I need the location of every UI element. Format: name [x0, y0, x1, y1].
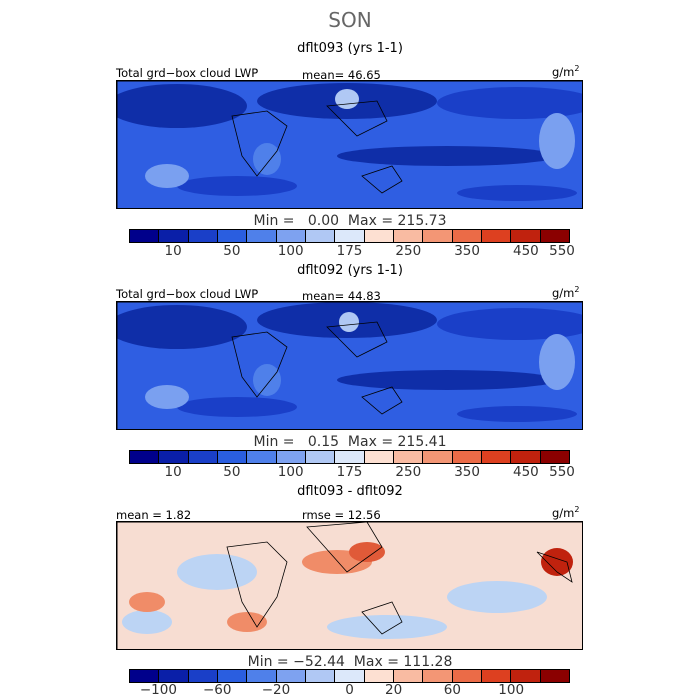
colorbar-segment: [130, 451, 160, 463]
colorbar-segment: [452, 230, 482, 242]
colorbar-segment: [130, 670, 160, 682]
panel3-min-max: Min = −52.44 Max = 111.28: [247, 654, 453, 670]
colorbar-segment: [305, 230, 336, 242]
colorbar-segment: [276, 451, 306, 463]
panel3-mean-label: mean = 1.82: [116, 508, 192, 522]
panel2-colorbar: [129, 450, 570, 464]
colorbar-tick-label: 10: [164, 464, 182, 480]
panel3-map: [116, 521, 583, 650]
colorbar-tick-label: 20: [385, 682, 403, 698]
panel2-title: dflt092 (yrs 1-1): [297, 263, 403, 278]
panel3-rmse-label: rmse = 12.56: [302, 508, 381, 522]
colorbar-tick-label: 0: [345, 682, 354, 698]
colorbar-tick-label: −100: [139, 682, 177, 698]
colorbar-segment: [540, 670, 569, 682]
panel3-colorbar-ticks: −100 −60 −20 0 20 60 100: [129, 682, 570, 698]
colorbar-tick-label: 10: [164, 243, 182, 259]
panel1-units: g/m2: [552, 64, 580, 79]
colorbar-tick-label: −60: [202, 682, 232, 698]
colorbar-tick-label: 50: [223, 464, 241, 480]
colorbar-segment: [247, 230, 277, 242]
panel2-field-label: Total grd−box cloud LWP: [116, 287, 259, 301]
colorbar-segment: [364, 670, 394, 682]
colorbar-segment: [217, 230, 248, 242]
colorbar-segment: [393, 451, 424, 463]
colorbar-tick-label: 175: [336, 243, 363, 259]
colorbar-tick-label: 450: [513, 243, 539, 259]
panel1-colorbar: [129, 229, 570, 243]
colorbar-segment: [481, 451, 512, 463]
colorbar-tick-label: 50: [223, 243, 241, 259]
colorbar-segment: [452, 451, 482, 463]
colorbar-segment: [511, 451, 541, 463]
colorbar-segment: [452, 670, 482, 682]
colorbar-segment: [159, 230, 189, 242]
panel2-units: g/m2: [552, 285, 580, 300]
colorbar-segment: [423, 230, 453, 242]
panel1-field-label: Total grd−box cloud LWP: [116, 66, 259, 80]
season-title: SON: [328, 8, 372, 32]
colorbar-segment: [540, 230, 569, 242]
colorbar-segment: [423, 451, 453, 463]
colorbar-segment: [188, 670, 218, 682]
panel3-title: dflt093 - dflt092: [297, 484, 403, 499]
panel1-mean-label: mean= 46.65: [302, 68, 381, 82]
colorbar-tick-label: 350: [454, 243, 480, 259]
colorbar-segment: [481, 670, 512, 682]
colorbar-segment: [511, 230, 541, 242]
colorbar-segment: [305, 670, 336, 682]
colorbar-tick-label: −20: [261, 682, 291, 698]
colorbar-tick-label: 450: [513, 464, 539, 480]
colorbar-tick-label: 550: [549, 243, 575, 259]
colorbar-segment: [188, 230, 218, 242]
colorbar-segment: [188, 451, 218, 463]
colorbar-segment: [423, 670, 453, 682]
panel1-colorbar-ticks: 10 50 100 175 250 350 450 550: [129, 243, 575, 259]
panel2-map: [116, 301, 583, 430]
panel2-colorbar-ticks: 10 50 100 175 250 350 450 550: [129, 464, 575, 480]
colorbar-segment: [481, 230, 512, 242]
colorbar-tick-label: 60: [443, 682, 461, 698]
colorbar-segment: [335, 451, 365, 463]
panel3-units: g/m2: [552, 505, 580, 520]
panel1-map: [116, 80, 583, 209]
colorbar-tick-label: 100: [277, 464, 304, 480]
colorbar-tick-label: 550: [549, 464, 575, 480]
panel3-colorbar: [129, 669, 570, 683]
panel2-min-max: Min = 0.15 Max = 215.41: [253, 434, 447, 450]
panel1-min-max: Min = 0.00 Max = 215.73: [253, 213, 447, 229]
colorbar-tick-label: 100: [277, 243, 304, 259]
colorbar-segment: [364, 451, 394, 463]
colorbar-segment: [335, 670, 365, 682]
colorbar-segment: [540, 451, 569, 463]
colorbar-segment: [335, 230, 365, 242]
colorbar-segment: [217, 670, 248, 682]
colorbar-segment: [393, 230, 424, 242]
colorbar-segment: [393, 670, 424, 682]
panel1-title: dflt093 (yrs 1-1): [297, 41, 403, 56]
colorbar-segment: [247, 451, 277, 463]
colorbar-segment: [276, 230, 306, 242]
colorbar-segment: [511, 670, 541, 682]
panel2-mean-label: mean= 44.83: [302, 289, 381, 303]
colorbar-tick-label: 100: [498, 682, 525, 698]
colorbar-segment: [159, 451, 189, 463]
colorbar-segment: [305, 451, 336, 463]
colorbar-segment: [276, 670, 306, 682]
colorbar-segment: [130, 230, 160, 242]
colorbar-segment: [159, 670, 189, 682]
colorbar-segment: [247, 670, 277, 682]
colorbar-tick-label: 350: [454, 464, 480, 480]
colorbar-tick-label: 175: [336, 464, 363, 480]
colorbar-segment: [364, 230, 394, 242]
colorbar-tick-label: 250: [395, 464, 422, 480]
colorbar-segment: [217, 451, 248, 463]
colorbar-tick-label: 250: [395, 243, 422, 259]
